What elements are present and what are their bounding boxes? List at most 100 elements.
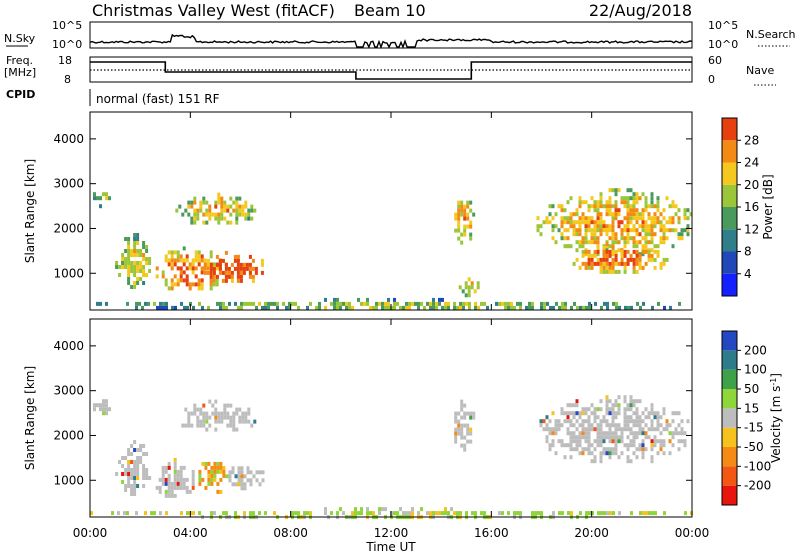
echo-cell	[641, 427, 645, 432]
echo-cell	[567, 511, 570, 516]
echo-cell	[202, 200, 206, 205]
echo-cell	[596, 423, 600, 428]
echo-cell	[641, 245, 645, 250]
freq-label-2: [MHz]	[4, 66, 36, 79]
echo-cell	[578, 228, 582, 233]
echo-patch	[115, 233, 152, 289]
echo-cell	[560, 216, 564, 221]
echo-cell	[170, 485, 174, 490]
echo-cell	[644, 435, 648, 440]
echo-cell	[647, 415, 651, 420]
echo-cell	[593, 249, 597, 254]
echo-cell	[575, 257, 579, 262]
echo-cell	[303, 511, 306, 516]
echo-cell	[276, 305, 279, 310]
echo-cell	[653, 427, 657, 432]
echo-cell	[641, 208, 645, 213]
echo-cell	[602, 419, 606, 424]
echo-cell	[387, 301, 390, 306]
echo-cell	[635, 249, 639, 254]
echo-cell	[605, 261, 609, 266]
echo-cell	[623, 407, 627, 412]
echo-cell	[665, 228, 669, 233]
echo-cell	[402, 511, 405, 516]
echo-cell	[608, 427, 612, 432]
echo-cell	[164, 469, 168, 474]
echo-cell	[614, 204, 618, 209]
echo-cell	[635, 407, 639, 412]
echo-cell	[480, 301, 483, 306]
echo-cell	[460, 427, 464, 432]
echo-cell	[164, 477, 168, 482]
echo-cell	[620, 427, 624, 432]
echo-cell	[644, 208, 648, 213]
echo-cell	[130, 476, 134, 480]
echo-cell	[454, 411, 458, 416]
echo-cell	[115, 261, 119, 265]
echo-cell	[579, 511, 582, 516]
echo-cell	[236, 254, 240, 259]
echo-cell	[641, 439, 645, 444]
echo-cell	[629, 188, 633, 193]
echo-cell	[225, 305, 228, 310]
echo-patch	[155, 246, 228, 291]
echo-cell	[593, 407, 597, 412]
echo-cell	[246, 466, 250, 471]
echo-cell	[196, 407, 200, 412]
echo-cell	[473, 289, 477, 294]
echo-cell	[454, 212, 458, 217]
echo-cell	[464, 281, 468, 286]
echo-cell	[632, 435, 636, 440]
echo-cell	[223, 200, 227, 205]
echo-cell	[605, 212, 609, 217]
echo-cell	[173, 477, 177, 482]
echo-cell	[469, 200, 473, 205]
echo-cell	[178, 204, 182, 209]
echo-cell	[454, 419, 458, 424]
echo-cell	[210, 477, 214, 482]
echo-cell	[596, 407, 600, 412]
echo-cell	[139, 277, 143, 281]
echo-cell	[561, 301, 564, 306]
echo-cell	[599, 200, 603, 205]
echo-cell	[596, 245, 600, 250]
echo-cell	[378, 301, 381, 306]
echo-cell	[519, 305, 522, 310]
echo-cell	[200, 286, 204, 291]
echo-cell	[226, 403, 230, 408]
echo-cell	[423, 305, 426, 310]
echo-cell	[145, 273, 149, 277]
echo-cell	[121, 261, 125, 265]
echo-cell	[572, 220, 576, 225]
echo-cell	[205, 200, 209, 205]
echo-cell	[650, 257, 654, 262]
echo-cell	[466, 224, 470, 229]
echo-cell	[216, 489, 220, 494]
echo-cell	[647, 228, 651, 233]
echo-cell	[644, 261, 648, 266]
echo-cell	[438, 301, 441, 306]
echo-cell	[545, 427, 549, 432]
colorbar-swatch	[722, 251, 737, 274]
echo-cell	[200, 278, 204, 283]
freq-tick-lo: 8	[64, 73, 71, 86]
echo-cell	[236, 278, 240, 283]
echo-cell	[645, 511, 648, 516]
echo-cell	[429, 301, 432, 306]
echo-cell	[179, 473, 183, 478]
echo-cell	[124, 488, 128, 492]
echo-cell	[252, 511, 255, 516]
echo-cell	[626, 415, 630, 420]
echo-cell	[180, 301, 183, 306]
echo-cell	[659, 220, 663, 225]
echo-cell	[581, 200, 585, 205]
echo-cell	[182, 481, 186, 486]
echo-cell	[659, 228, 663, 233]
echo-cell	[220, 200, 224, 205]
echo-cell	[208, 208, 212, 213]
echo-cell	[572, 411, 576, 416]
echo-cell	[587, 431, 591, 436]
echo-cell	[593, 415, 597, 420]
echo-cell	[241, 204, 245, 209]
